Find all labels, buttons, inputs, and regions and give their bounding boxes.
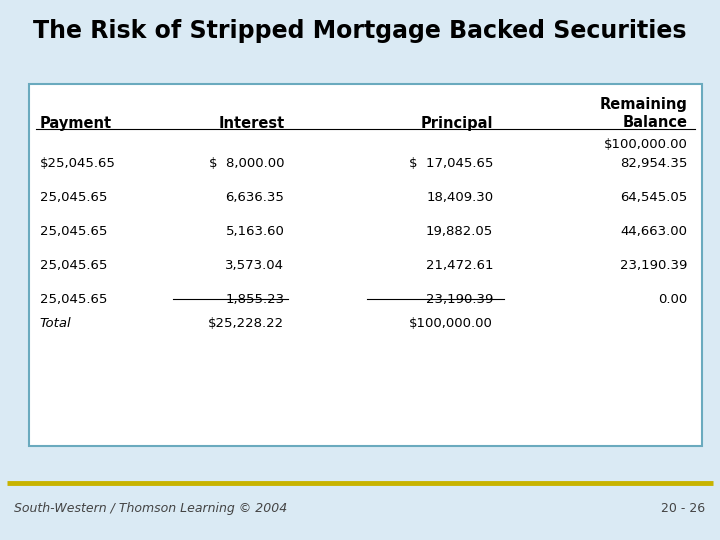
FancyBboxPatch shape [29,84,702,445]
Text: 25,045.65: 25,045.65 [40,191,107,204]
Text: 64,545.05: 64,545.05 [621,191,688,204]
Text: $  8,000.00: $ 8,000.00 [209,157,284,170]
Text: Principal: Principal [420,116,493,131]
Text: 0.00: 0.00 [658,293,688,306]
Text: $25,228.22: $25,228.22 [208,317,284,330]
Text: $100,000.00: $100,000.00 [604,138,688,151]
Text: Total: Total [40,317,71,330]
Text: 23,190.39: 23,190.39 [426,293,493,306]
Text: Payment: Payment [40,116,112,131]
Text: Interest: Interest [218,116,284,131]
Text: 18,409.30: 18,409.30 [426,191,493,204]
Text: 21,472.61: 21,472.61 [426,259,493,272]
Text: South-Western / Thomson Learning © 2004: South-Western / Thomson Learning © 2004 [14,502,288,515]
Text: 1,855.23: 1,855.23 [225,293,284,306]
Text: 44,663.00: 44,663.00 [621,225,688,238]
Text: 19,882.05: 19,882.05 [426,225,493,238]
Text: 82,954.35: 82,954.35 [620,157,688,170]
Text: 3,573.04: 3,573.04 [225,259,284,272]
Text: 5,163.60: 5,163.60 [225,225,284,238]
Text: $100,000.00: $100,000.00 [410,317,493,330]
Text: $25,045.65: $25,045.65 [40,157,115,170]
Text: 20 - 26: 20 - 26 [662,502,706,515]
Text: 23,190.39: 23,190.39 [620,259,688,272]
Text: 25,045.65: 25,045.65 [40,225,107,238]
Text: $  17,045.65: $ 17,045.65 [409,157,493,170]
Text: The Risk of Stripped Mortgage Backed Securities: The Risk of Stripped Mortgage Backed Sec… [33,19,687,43]
Text: Remaining
Balance: Remaining Balance [600,97,688,130]
Text: 6,636.35: 6,636.35 [225,191,284,204]
Text: 25,045.65: 25,045.65 [40,259,107,272]
Text: 25,045.65: 25,045.65 [40,293,107,306]
